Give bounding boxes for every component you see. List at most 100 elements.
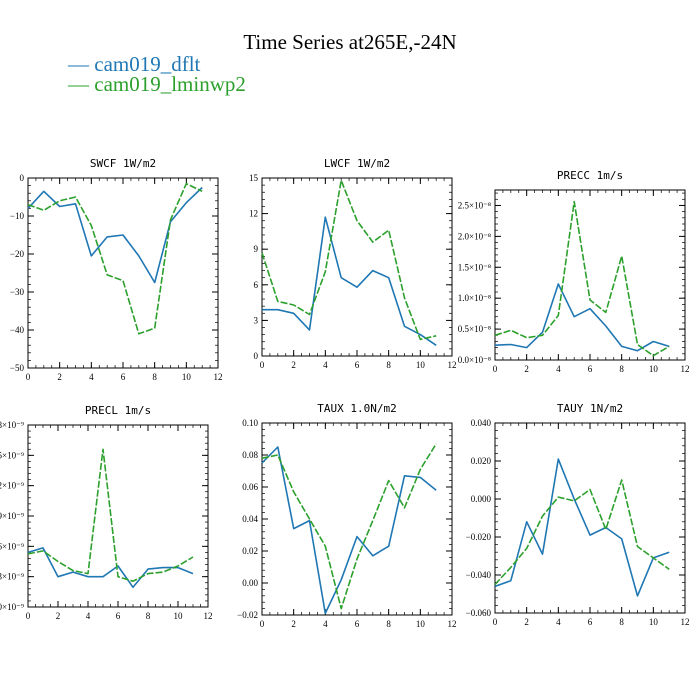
x-tick-label: 12: [214, 372, 223, 382]
x-tick-label: 10: [174, 611, 184, 621]
x-tick-label: 4: [89, 372, 94, 382]
x-tick-label: 0: [493, 364, 498, 374]
y-tick-label: 3×10⁻⁹: [0, 572, 24, 582]
legend-entry-lminwp2: — cam019_lminwp2: [68, 72, 246, 96]
y-tick-label: 0.06: [242, 482, 258, 492]
y-tick-label: 12×10⁻⁹: [0, 481, 24, 491]
x-tick-label: 0: [493, 617, 498, 627]
chart-panel-1: SWCF 1W/m2 0 2 4 6 8 10 12 −50 −40 −30 −20 −10 0: [10, 157, 223, 382]
panel-title: TAUX 1.0N/m2: [317, 402, 396, 415]
y-tick-label: 0.000: [471, 494, 492, 504]
series-line-dflt: [494, 283, 670, 352]
x-tick-label: 8: [619, 617, 624, 627]
y-tick-label: −0.02: [237, 610, 258, 620]
x-tick-label: 6: [355, 619, 360, 629]
y-tick-label: 1.0×10⁻⁸: [458, 293, 491, 303]
y-tick-label: 0.00: [242, 578, 258, 588]
panel-title: SWCF 1W/m2: [90, 157, 156, 170]
x-tick-label: 10: [416, 619, 426, 629]
x-tick-label: 12: [448, 360, 457, 370]
y-tick-label: 2.5×10⁻⁸: [458, 200, 491, 210]
x-tick-label: 8: [146, 611, 151, 621]
x-tick-label: 0: [260, 619, 265, 629]
chart-panel-6: TAUY 1N/m2 0 2 4 6 8 10 12 −0.060 −0.040 −0.020 0.0…: [466, 402, 690, 627]
x-tick-label: 12: [204, 611, 213, 621]
x-tick-label: 12: [681, 617, 690, 627]
y-tick-label: −40: [10, 325, 25, 335]
y-tick-label: 1.5×10⁻⁸: [458, 262, 491, 272]
chart-panel-5: TAUX 1.0N/m2 0 2 4 6 8 10 12 −0.02 0.00 0.02 0.04 0.…: [237, 402, 456, 629]
x-tick-label: 10: [416, 360, 426, 370]
x-tick-label: 2: [524, 617, 529, 627]
series-line-dflt: [261, 446, 437, 615]
x-tick-label: 0: [260, 360, 265, 370]
y-tick-label: 9×10⁻⁹: [0, 511, 24, 521]
x-tick-label: 0: [26, 611, 31, 621]
x-tick-label: 6: [121, 372, 126, 382]
y-tick-label: 9: [254, 244, 259, 254]
y-tick-label: −50: [10, 363, 25, 373]
plot-frame: [27, 177, 219, 369]
x-tick-label: 2: [57, 372, 62, 382]
x-tick-label: 6: [116, 611, 121, 621]
x-tick-label: 12: [681, 364, 690, 374]
plot-frame: [494, 422, 686, 614]
x-tick-label: 4: [86, 611, 91, 621]
x-tick-label: 8: [152, 372, 157, 382]
series-line-lminwp2: [27, 448, 194, 583]
y-tick-label: −0.040: [466, 570, 492, 580]
y-tick-label: 15: [249, 173, 259, 183]
plot-frame: [261, 177, 453, 357]
x-tick-label: 8: [619, 364, 624, 374]
x-tick-label: 4: [556, 617, 561, 627]
y-tick-label: 2.0×10⁻⁸: [458, 231, 491, 241]
y-tick-label: 15×10⁻⁹: [0, 450, 24, 460]
x-tick-label: 8: [386, 619, 391, 629]
y-tick-label: −20: [10, 249, 25, 259]
y-tick-label: −0.060: [466, 608, 492, 618]
x-tick-label: 6: [588, 617, 593, 627]
panel-title: PRECL 1m/s: [85, 404, 151, 417]
y-tick-label: 18×10⁻⁹: [0, 420, 24, 430]
y-tick-label: 3: [254, 315, 259, 325]
x-tick-label: 6: [588, 364, 593, 374]
series-line-lminwp2: [261, 443, 437, 610]
x-tick-label: 6: [355, 360, 360, 370]
y-tick-label: 0: [20, 173, 25, 183]
y-tick-label: 12: [249, 209, 258, 219]
x-tick-label: 10: [649, 617, 659, 627]
x-tick-label: 10: [182, 372, 192, 382]
y-tick-label: 0.08: [242, 450, 258, 460]
y-tick-label: 0.04: [242, 514, 258, 524]
chart-panel-4: PRECL 1m/s 0 2 4 6 8 10 12 0×10⁻⁹ 3×10⁻⁹ 6×10⁻⁹ 9×1…: [0, 404, 213, 621]
series-line-dflt: [27, 547, 194, 589]
chart-panel-2: LWCF 1W/m2 0 2 4 6 8 10 12 0 3 6 9 12 15: [249, 157, 457, 370]
series-line-lminwp2: [494, 200, 670, 357]
legend-entry-dflt: — cam019_dflt: [68, 52, 201, 76]
series-line-dflt: [27, 186, 203, 284]
y-tick-label: −10: [10, 211, 25, 221]
chart-panel-3: PRECC 1m/s 0 2 4 6 8 10 12 0.0×10⁻⁸ 0.5×10⁻⁸ 1.0×1…: [458, 169, 690, 374]
x-tick-label: 2: [524, 364, 529, 374]
y-tick-label: 0.02: [242, 546, 258, 556]
series-line-dflt: [494, 458, 670, 597]
x-tick-label: 2: [291, 619, 296, 629]
page-title: Time Series at265E,-24N: [243, 30, 457, 54]
y-tick-label: 0.040: [471, 418, 492, 428]
panel-title: LWCF 1W/m2: [324, 157, 390, 170]
x-tick-label: 4: [556, 364, 561, 374]
y-tick-label: 0.10: [242, 418, 258, 428]
y-tick-label: 0.020: [471, 456, 492, 466]
x-tick-label: 2: [291, 360, 296, 370]
series-line-lminwp2: [261, 179, 437, 341]
series-line-lminwp2: [494, 479, 670, 586]
y-tick-label: 0.5×10⁻⁸: [458, 324, 491, 334]
y-tick-label: 0: [254, 351, 259, 361]
x-tick-label: 12: [448, 619, 457, 629]
y-tick-label: 0×10⁻⁹: [0, 602, 24, 612]
x-tick-label: 2: [56, 611, 61, 621]
plot-frame: [261, 422, 453, 616]
x-tick-label: 10: [649, 364, 659, 374]
y-tick-label: 6×10⁻⁹: [0, 541, 24, 551]
